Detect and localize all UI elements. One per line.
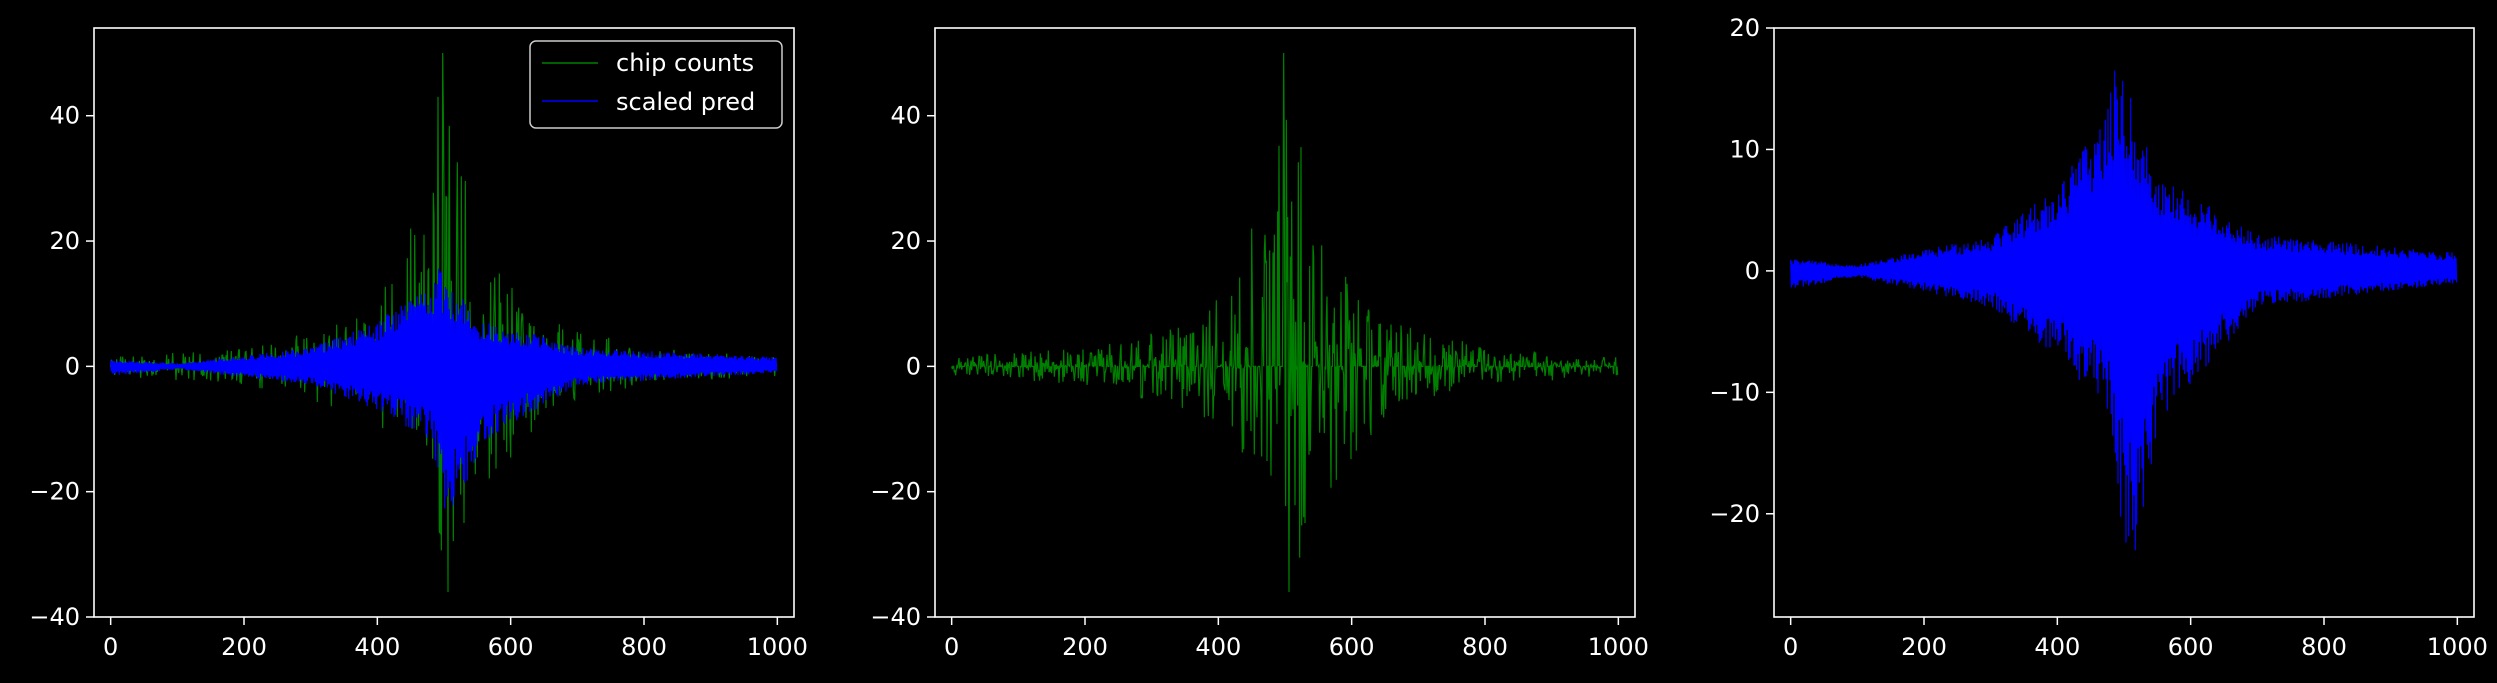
y-tick-label: 10 (1729, 135, 1760, 163)
x-tick-label: 400 (2034, 633, 2080, 661)
legend-label-scaled-pred: scaled pred (616, 88, 755, 116)
y-tick-label: 20 (890, 227, 921, 255)
y-tick-label: −40 (870, 603, 921, 631)
x-tick-label: 1000 (1588, 633, 1649, 661)
y-tick-label: 40 (890, 102, 921, 130)
axes-frame (934, 27, 1636, 618)
legend-label-chip-counts: chip counts (616, 49, 754, 77)
y-tick-label: 40 (49, 102, 80, 130)
x-tick-label: 400 (1195, 633, 1241, 661)
chart-panel-1: 0 200 400 600 800 1000 −40 −20 0 20 40 (29, 27, 808, 661)
x-tick-label: 1000 (2427, 633, 2488, 661)
series-line-scaled-pred (110, 268, 778, 509)
x-tick-label: 600 (488, 633, 534, 661)
axes-frame (93, 27, 795, 618)
y-tick-label: 20 (1729, 14, 1760, 42)
x-tick-label: 1000 (747, 633, 808, 661)
x-tick-label: 0 (103, 633, 118, 661)
y-tick-label: 0 (1745, 257, 1760, 285)
y-tick-label: 0 (65, 352, 80, 380)
y-tick-label: −20 (1709, 500, 1760, 528)
x-tick-label: 800 (1462, 633, 1508, 661)
x-tick-label: 800 (621, 633, 667, 661)
chart-panel-2: 0 200 400 600 800 1000 −40 −20 0 20 40 (870, 27, 1649, 661)
x-tick-label: 600 (2168, 633, 2214, 661)
y-tick-label: −10 (1709, 378, 1760, 406)
y-tick-label: 20 (49, 227, 80, 255)
chart-panel-3: 0 200 400 600 800 1000 −20 −10 0 10 20 (1709, 14, 2488, 661)
x-tick-label: 400 (354, 633, 400, 661)
axes-frame (1773, 27, 2475, 618)
x-tick-label: 800 (2301, 633, 2347, 661)
y-tick-label: −40 (29, 603, 80, 631)
series-line-panel-2 (951, 53, 1619, 592)
x-tick-label: 600 (1329, 633, 1375, 661)
x-tick-label: 0 (1783, 633, 1798, 661)
y-tick-label: −20 (870, 478, 921, 506)
x-tick-label: 0 (944, 633, 959, 661)
y-tick-label: 0 (906, 352, 921, 380)
x-tick-label: 200 (1062, 633, 1108, 661)
x-tick-label: 200 (221, 633, 267, 661)
y-tick-label: −20 (29, 478, 80, 506)
legend: chip counts scaled pred (529, 40, 783, 129)
series-line-panel-3 (1790, 70, 2458, 551)
x-tick-label: 200 (1901, 633, 1947, 661)
